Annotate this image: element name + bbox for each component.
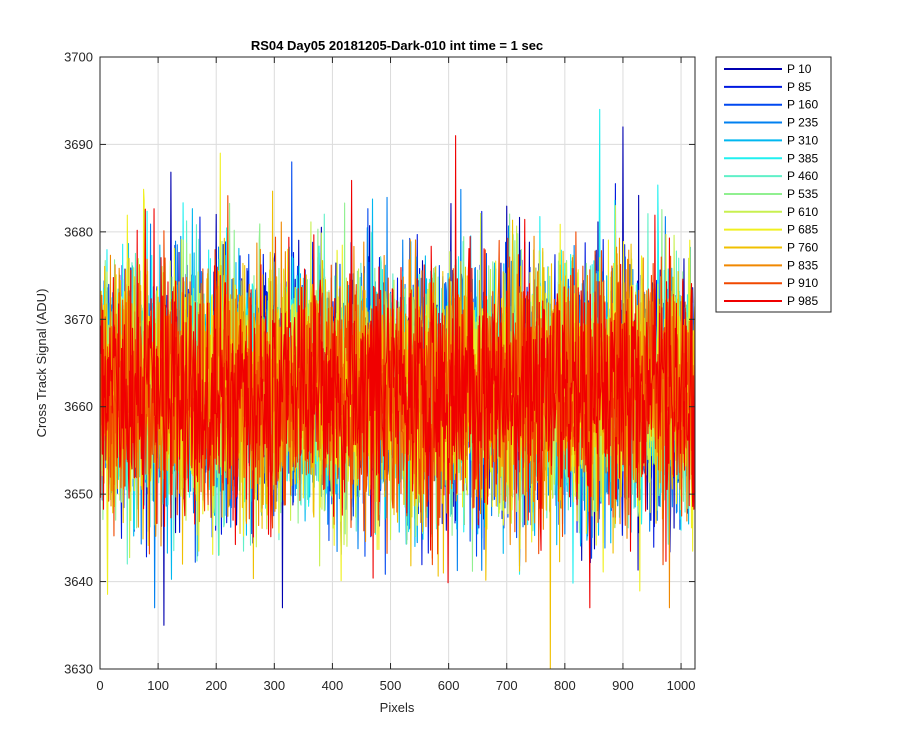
legend-label-7: P 535 — [787, 187, 818, 201]
y-tick-label-2: 3650 — [64, 487, 93, 502]
y-axis-label: Cross Track Signal (ADU) — [34, 289, 49, 438]
x-tick-label-7: 700 — [496, 678, 518, 693]
legend-box — [715, 56, 832, 313]
legend-label-10: P 760 — [787, 241, 818, 255]
legend-label-11: P 835 — [787, 258, 818, 272]
x-tick-label-8: 800 — [554, 678, 576, 693]
plot-frame — [99, 56, 696, 670]
series-layer — [100, 108, 695, 669]
x-tick-label-10: 1000 — [667, 678, 696, 693]
x-tick-label-1: 100 — [147, 678, 169, 693]
y-tick-label-0: 3630 — [64, 662, 93, 677]
legend-label-6: P 460 — [787, 169, 818, 183]
x-tick-label-3: 300 — [263, 678, 285, 693]
y-tick-label-5: 3680 — [64, 224, 93, 239]
y-tick-label-1: 3640 — [64, 574, 93, 589]
x-tick-label-6: 600 — [438, 678, 460, 693]
y-tick-label-4: 3670 — [64, 312, 93, 327]
y-tick-label-3: 3660 — [64, 399, 93, 414]
legend-label-12: P 910 — [787, 276, 818, 290]
chart-title: RS04 Day05 20181205-Dark-010 int time = … — [251, 38, 543, 53]
x-axis-label: Pixels — [380, 700, 415, 715]
legend-label-0: P 10 — [787, 62, 812, 76]
y-tick-label-7: 3700 — [64, 50, 93, 65]
x-tick-label-5: 500 — [380, 678, 402, 693]
legend-label-3: P 235 — [787, 116, 818, 130]
legend-label-5: P 385 — [787, 151, 818, 165]
x-tick-label-4: 400 — [322, 678, 344, 693]
x-tick-label-2: 200 — [205, 678, 227, 693]
x-tick-label-0: 0 — [96, 678, 103, 693]
legend: P 10 P 85 P 160 P 235 P 310 P 385 P 460 P 535 P … — [715, 56, 832, 313]
y-axis: 3630 3640 3650 3660 3670 3680 3690 3700 — [64, 50, 695, 677]
legend-label-8: P 610 — [787, 205, 818, 219]
legend-label-4: P 310 — [787, 133, 818, 147]
legend-label-13: P 985 — [787, 294, 818, 308]
x-tick-label-9: 900 — [612, 678, 634, 693]
legend-label-9: P 685 — [787, 223, 818, 237]
series-line-13 — [100, 135, 695, 609]
legend-label-2: P 160 — [787, 98, 818, 112]
legend-label-1: P 85 — [787, 80, 812, 94]
y-tick-label-6: 3690 — [64, 137, 93, 152]
x-axis: 0 100 200 300 400 500 600 700 800 900 1000 — [96, 57, 696, 693]
